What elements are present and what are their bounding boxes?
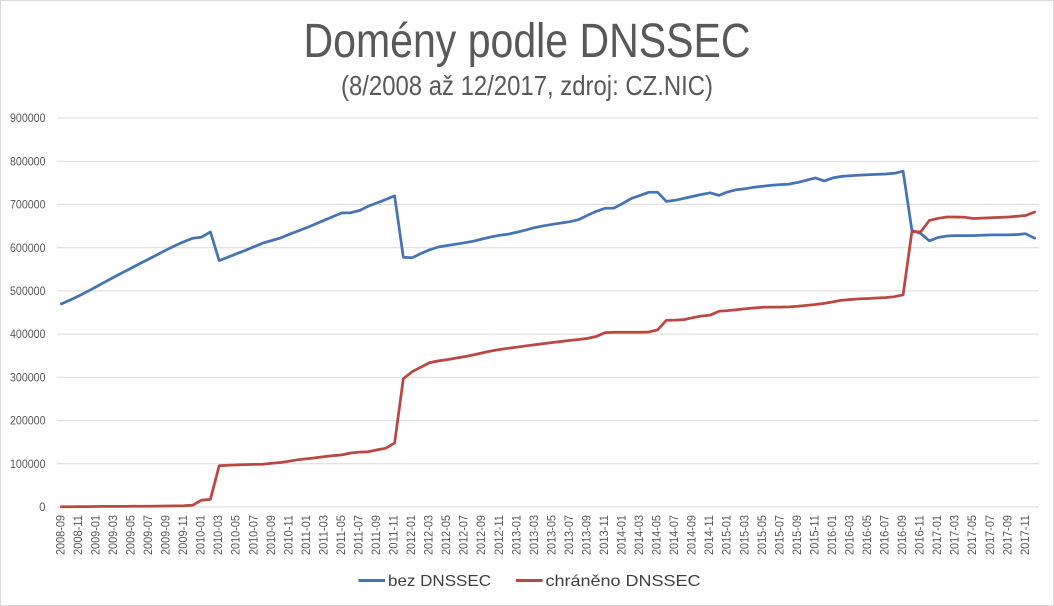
- svg-text:2016-05: 2016-05: [862, 515, 874, 555]
- svg-text:400000: 400000: [10, 329, 46, 341]
- svg-text:2008-11: 2008-11: [73, 515, 85, 555]
- svg-text:2014-01: 2014-01: [617, 515, 629, 555]
- svg-text:800000: 800000: [10, 156, 46, 168]
- svg-text:2009-05: 2009-05: [126, 515, 138, 555]
- svg-text:2012-03: 2012-03: [424, 515, 436, 555]
- svg-text:2012-11: 2012-11: [494, 515, 506, 555]
- svg-text:2009-11: 2009-11: [178, 515, 190, 555]
- svg-text:500000: 500000: [10, 286, 46, 298]
- svg-text:2013-07: 2013-07: [564, 515, 576, 555]
- svg-text:2012-01: 2012-01: [406, 515, 418, 555]
- svg-text:2016-01: 2016-01: [827, 515, 839, 555]
- svg-text:2012-09: 2012-09: [476, 515, 488, 555]
- svg-text:2017-07: 2017-07: [985, 515, 997, 555]
- svg-text:2016-07: 2016-07: [880, 515, 892, 555]
- svg-text:chráněno DNSSEC: chráněno DNSSEC: [546, 573, 701, 590]
- svg-text:2017-11: 2017-11: [1020, 515, 1032, 555]
- svg-text:2010-11: 2010-11: [283, 515, 295, 555]
- svg-text:900000: 900000: [10, 113, 46, 125]
- svg-text:200000: 200000: [10, 416, 46, 428]
- svg-text:600000: 600000: [10, 243, 46, 255]
- svg-text:2009-09: 2009-09: [161, 515, 173, 555]
- svg-text:100000: 100000: [10, 459, 46, 471]
- svg-text:2014-11: 2014-11: [704, 515, 716, 555]
- svg-text:2016-11: 2016-11: [915, 515, 927, 555]
- svg-text:2013-09: 2013-09: [582, 515, 594, 555]
- svg-text:2017-03: 2017-03: [950, 515, 962, 555]
- svg-text:2010-09: 2010-09: [266, 515, 278, 555]
- svg-text:2013-03: 2013-03: [529, 515, 541, 555]
- svg-text:Domény podle DNSSEC: Domény podle DNSSEC: [304, 15, 751, 68]
- svg-text:2016-03: 2016-03: [845, 515, 857, 555]
- svg-text:2016-09: 2016-09: [897, 515, 909, 555]
- svg-text:2008-09: 2008-09: [55, 515, 67, 555]
- svg-text:2010-05: 2010-05: [231, 515, 243, 555]
- svg-text:2011-09: 2011-09: [371, 515, 383, 555]
- svg-text:2017-05: 2017-05: [967, 515, 979, 555]
- svg-text:2011-01: 2011-01: [301, 515, 313, 555]
- svg-text:2015-07: 2015-07: [774, 515, 786, 555]
- svg-text:2015-01: 2015-01: [722, 515, 734, 555]
- svg-text:2014-07: 2014-07: [669, 515, 681, 555]
- svg-text:2015-03: 2015-03: [739, 515, 751, 555]
- svg-text:2011-03: 2011-03: [318, 515, 330, 555]
- svg-text:2014-09: 2014-09: [687, 515, 699, 555]
- svg-text:2017-09: 2017-09: [1002, 515, 1014, 555]
- svg-text:2013-11: 2013-11: [599, 515, 611, 555]
- svg-text:2010-07: 2010-07: [248, 515, 260, 555]
- svg-text:2013-01: 2013-01: [511, 515, 523, 555]
- svg-text:700000: 700000: [10, 200, 46, 212]
- svg-text:300000: 300000: [10, 372, 46, 384]
- svg-text:2017-01: 2017-01: [932, 515, 944, 555]
- svg-text:2009-07: 2009-07: [143, 515, 155, 555]
- svg-text:2011-07: 2011-07: [354, 515, 366, 555]
- svg-text:2015-05: 2015-05: [757, 515, 769, 555]
- svg-text:(8/2008 až 12/2017, zdroj: CZ.: (8/2008 až 12/2017, zdroj: CZ.NIC): [341, 70, 713, 101]
- svg-text:2012-05: 2012-05: [441, 515, 453, 555]
- svg-text:bez DNSSEC: bez DNSSEC: [388, 573, 491, 590]
- svg-text:2013-05: 2013-05: [546, 515, 558, 555]
- svg-text:2009-01: 2009-01: [91, 515, 103, 555]
- svg-text:2009-03: 2009-03: [108, 515, 120, 555]
- svg-text:2011-05: 2011-05: [336, 515, 348, 555]
- svg-text:2015-09: 2015-09: [792, 515, 804, 555]
- svg-text:2015-11: 2015-11: [809, 515, 821, 555]
- svg-text:2014-03: 2014-03: [634, 515, 646, 555]
- svg-text:2014-05: 2014-05: [652, 515, 664, 555]
- svg-text:0: 0: [39, 502, 45, 514]
- svg-text:2011-11: 2011-11: [389, 515, 401, 555]
- svg-text:2012-07: 2012-07: [459, 515, 471, 555]
- svg-text:2010-01: 2010-01: [196, 515, 208, 555]
- svg-text:2010-03: 2010-03: [213, 515, 225, 555]
